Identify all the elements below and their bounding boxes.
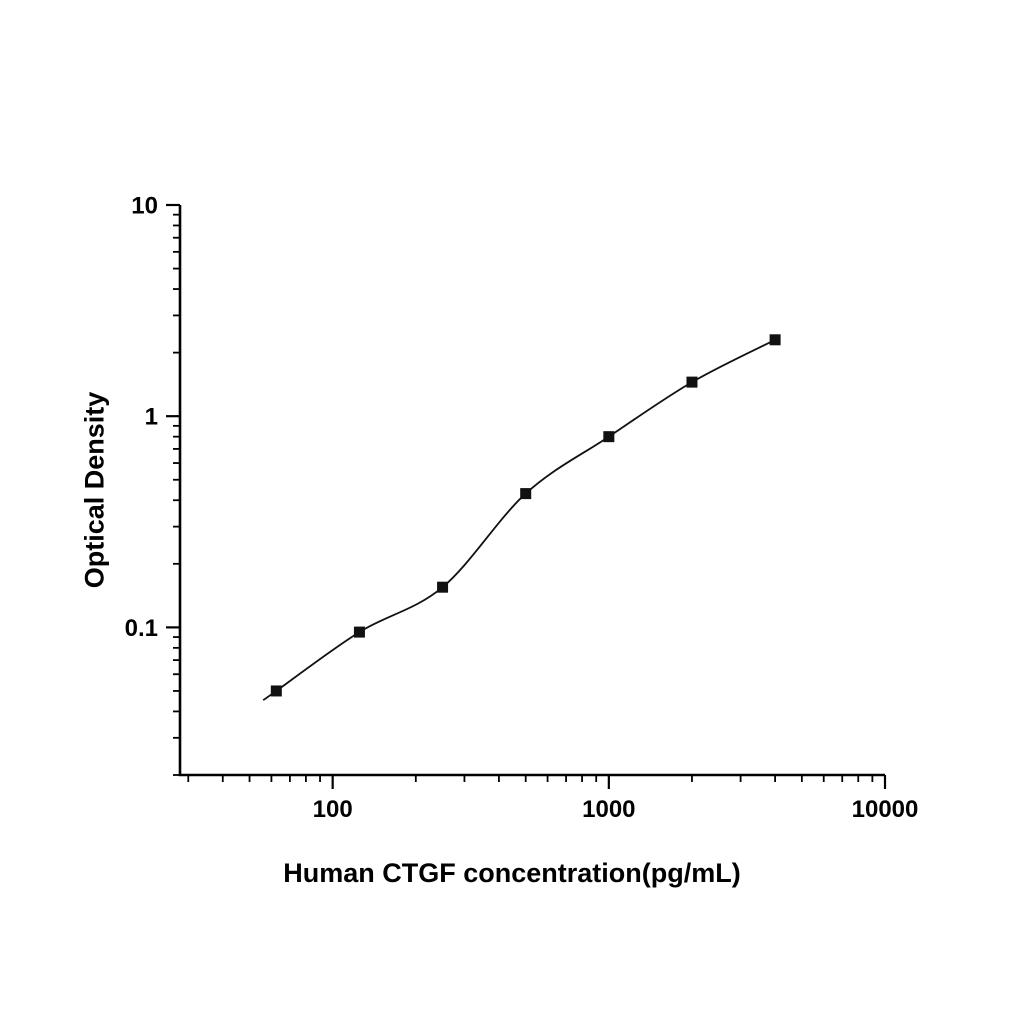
x-tick-label: 100	[313, 796, 353, 823]
data-point-marker	[270, 685, 282, 697]
x-axis-label: Human CTGF concentration(pg/mL)	[283, 858, 741, 888]
data-point-marker	[686, 376, 698, 388]
data-point-marker	[353, 626, 365, 638]
y-axis-label-text: Optical Density	[79, 391, 110, 589]
data-point-marker	[520, 488, 532, 500]
x-tick-label: 1000	[582, 796, 635, 823]
y-tick-label: 0.1	[125, 615, 158, 642]
axes-frame	[178, 205, 885, 777]
data-point-marker	[603, 431, 615, 443]
fit-curve	[262, 338, 776, 701]
data-point-marker	[769, 334, 781, 346]
y-tick-label: 1	[145, 404, 158, 431]
data-point-marker	[437, 581, 449, 593]
x-tick-label: 10000	[852, 796, 919, 823]
y-tick-label: 10	[131, 192, 158, 219]
